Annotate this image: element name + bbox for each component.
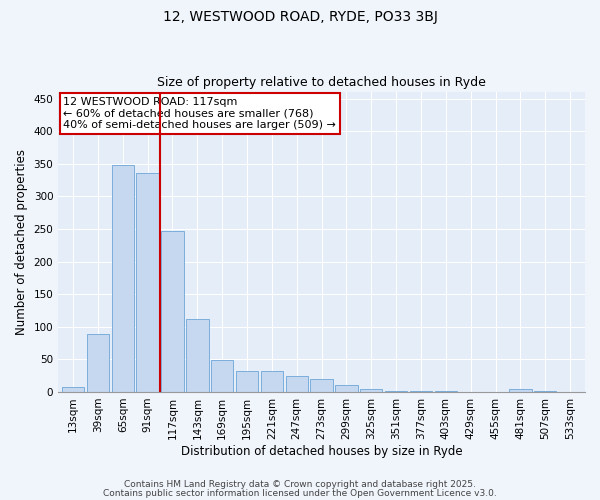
- Bar: [286, 376, 308, 392]
- Bar: [62, 388, 84, 392]
- Bar: [335, 386, 358, 392]
- Text: 12 WESTWOOD ROAD: 117sqm
← 60% of detached houses are smaller (768)
40% of semi-: 12 WESTWOOD ROAD: 117sqm ← 60% of detach…: [64, 96, 337, 130]
- Bar: [260, 371, 283, 392]
- Bar: [310, 379, 333, 392]
- Bar: [236, 371, 258, 392]
- Bar: [186, 319, 209, 392]
- X-axis label: Distribution of detached houses by size in Ryde: Distribution of detached houses by size …: [181, 444, 463, 458]
- Bar: [161, 231, 184, 392]
- Bar: [360, 388, 382, 392]
- Text: Contains public sector information licensed under the Open Government Licence v3: Contains public sector information licen…: [103, 488, 497, 498]
- Text: 12, WESTWOOD ROAD, RYDE, PO33 3BJ: 12, WESTWOOD ROAD, RYDE, PO33 3BJ: [163, 10, 437, 24]
- Title: Size of property relative to detached houses in Ryde: Size of property relative to detached ho…: [157, 76, 486, 90]
- Bar: [112, 165, 134, 392]
- Bar: [509, 388, 532, 392]
- Y-axis label: Number of detached properties: Number of detached properties: [15, 149, 28, 335]
- Bar: [87, 334, 109, 392]
- Text: Contains HM Land Registry data © Crown copyright and database right 2025.: Contains HM Land Registry data © Crown c…: [124, 480, 476, 489]
- Bar: [385, 390, 407, 392]
- Bar: [211, 360, 233, 392]
- Bar: [136, 173, 159, 392]
